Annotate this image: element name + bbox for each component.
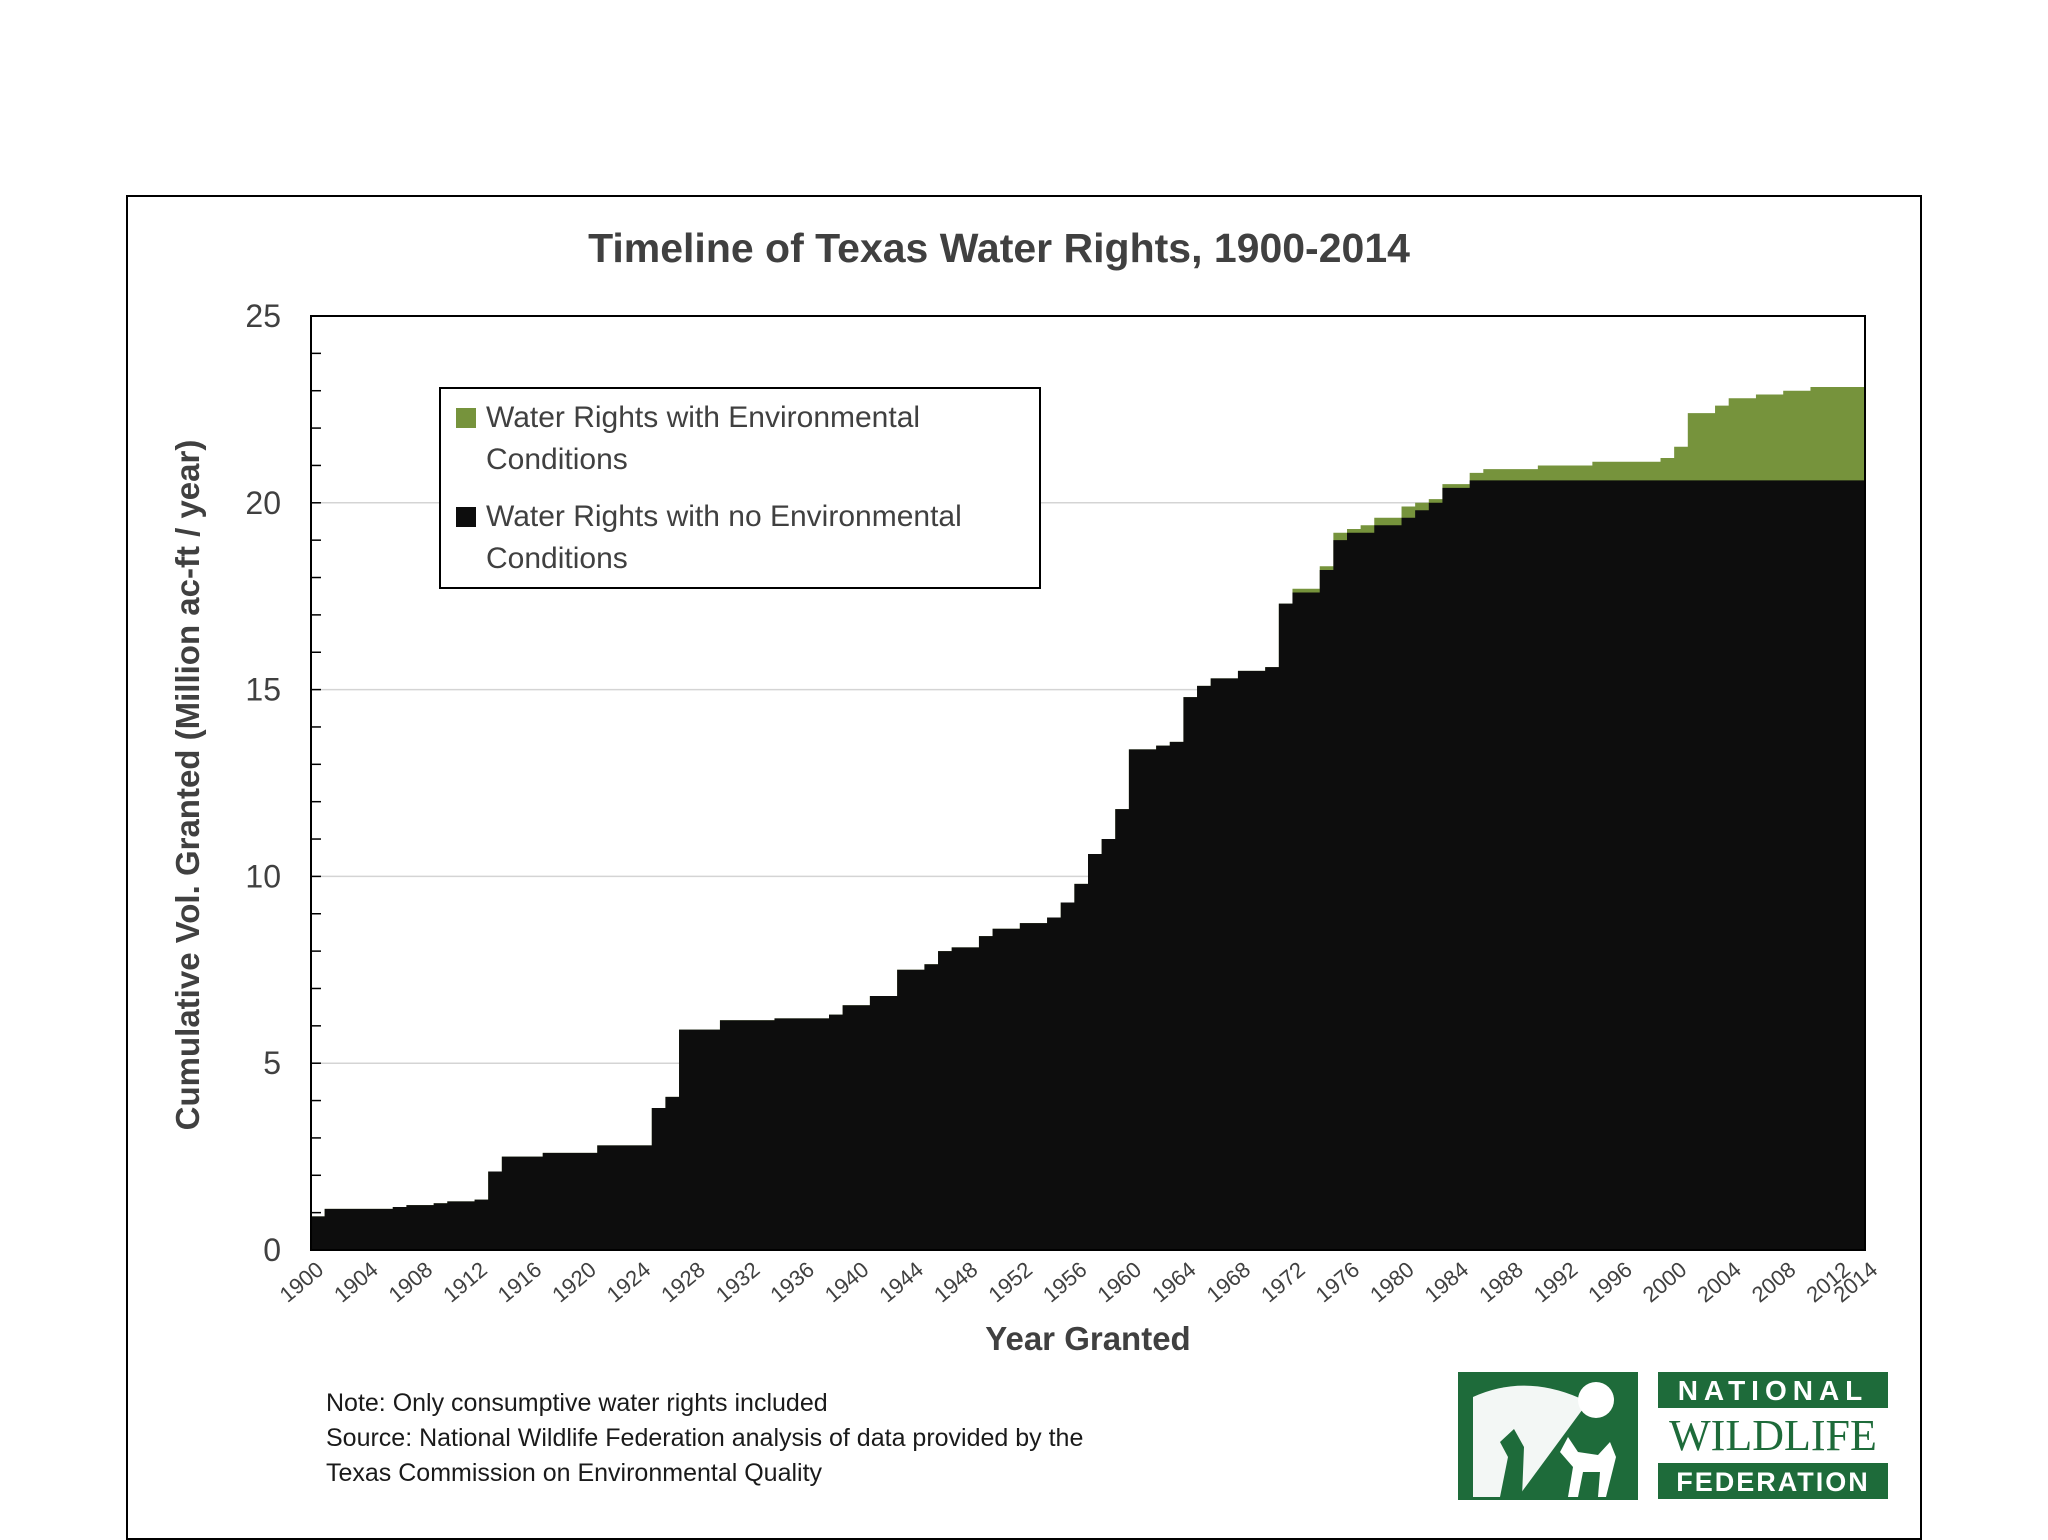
y-tick-label-0: 0 [263,1232,281,1268]
x-tick-label-2000: 2000 [1638,1257,1692,1308]
chart-title: Timeline of Texas Water Rights, 1900-201… [588,225,1410,271]
y-tick-label-15: 15 [245,672,281,708]
logo-child-figure [1500,1429,1524,1497]
y-axis-label: Cumulative Vol. Granted (Million ac-ft /… [169,440,206,1131]
x-tick-label-1904: 1904 [329,1257,383,1308]
y-tick-labels: 0 5 10 15 20 25 [245,298,281,1268]
logo-bird-shape [1473,1385,1588,1497]
x-tick-label-1928: 1928 [656,1257,710,1308]
x-tick-label-1972: 1972 [1256,1257,1310,1308]
x-tick-label-1968: 1968 [1202,1257,1256,1308]
y-minor-ticks [311,315,321,1251]
logo-text-national: NATIONAL [1678,1375,1869,1406]
deer-icon [1560,1437,1616,1497]
legend-swatch-env [456,408,476,428]
logo-text-federation: FEDERATION [1676,1467,1870,1497]
legend-label-no-env-line2: Conditions [486,542,628,575]
logo-banner-bottom [1658,1463,1888,1499]
x-tick-labels: 1900 1904 1908 1912 1916 1920 1924 1928 1932 1936… [275,1257,1883,1308]
x-tick-label-1932: 1932 [711,1257,765,1308]
note-line-3: Texas Commission on Environmental Qualit… [326,1459,823,1487]
x-tick-label-2004: 2004 [1692,1257,1746,1308]
nwf-logo: NATIONAL WILDLIFE FEDERATION [1458,1372,1888,1500]
x-tick-label-1960: 1960 [1093,1257,1147,1308]
plot-border [310,315,1866,1251]
y-tick-label-5: 5 [263,1045,281,1081]
x-tick-label-1952: 1952 [983,1257,1037,1308]
x-tick-label-1912: 1912 [438,1257,492,1308]
x-tick-label-1980: 1980 [1365,1257,1419,1308]
y-tick-label-25: 25 [245,298,281,334]
x-tick-label-1944: 1944 [874,1257,928,1308]
figure-frame: Timeline of Texas Water Rights, 1900-201… [126,195,1922,1540]
x-tick-label-1908: 1908 [384,1257,438,1308]
note-line-1: Note: Only consumptive water rights incl… [326,1389,828,1417]
logo-banner-top [1658,1372,1888,1408]
x-tick-label-1940: 1940 [820,1257,874,1308]
y-tick-label-10: 10 [245,858,281,894]
legend-label-env-line2: Conditions [486,443,628,476]
legend-label-no-env-line1: Water Rights with no Environmental [486,500,962,533]
x-tick-label-1996: 1996 [1583,1257,1637,1308]
x-tick-label-1992: 1992 [1529,1257,1583,1308]
x-tick-label-1976: 1976 [1311,1257,1365,1308]
x-tick-label-1900: 1900 [275,1257,329,1308]
legend-label-env-line1: Water Rights with Environmental [486,401,920,434]
chart: Timeline of Texas Water Rights, 1900-201… [169,225,1888,1500]
legend-swatch-no-env [456,507,476,527]
x-tick-label-1984: 1984 [1420,1257,1474,1308]
y-tick-label-20: 20 [245,485,281,521]
plot-areas [311,385,1865,1251]
x-tick-label-1936: 1936 [765,1257,819,1308]
x-tick-label-2008: 2008 [1747,1257,1801,1308]
legend: Water Rights with Environmental Conditio… [439,387,1041,589]
x-tick-label-1988: 1988 [1474,1257,1528,1308]
note-line-2: Source: National Wildlife Federation ana… [326,1424,1084,1452]
x-tick-label-1948: 1948 [929,1257,983,1308]
legend-box [439,387,1041,589]
logo-text-wildlife: WILDLIFE [1669,1411,1877,1460]
x-tick-label-1956: 1956 [1038,1257,1092,1308]
series-area-no-env-conditions [311,480,1865,1250]
x-tick-label-1924: 1924 [602,1257,656,1308]
logo-sun [1578,1382,1614,1418]
x-tick-label-1964: 1964 [1147,1257,1201,1308]
x-axis-label: Year Granted [985,1320,1190,1357]
x-tick-label-1916: 1916 [493,1257,547,1308]
x-tick-label-1920: 1920 [547,1257,601,1308]
